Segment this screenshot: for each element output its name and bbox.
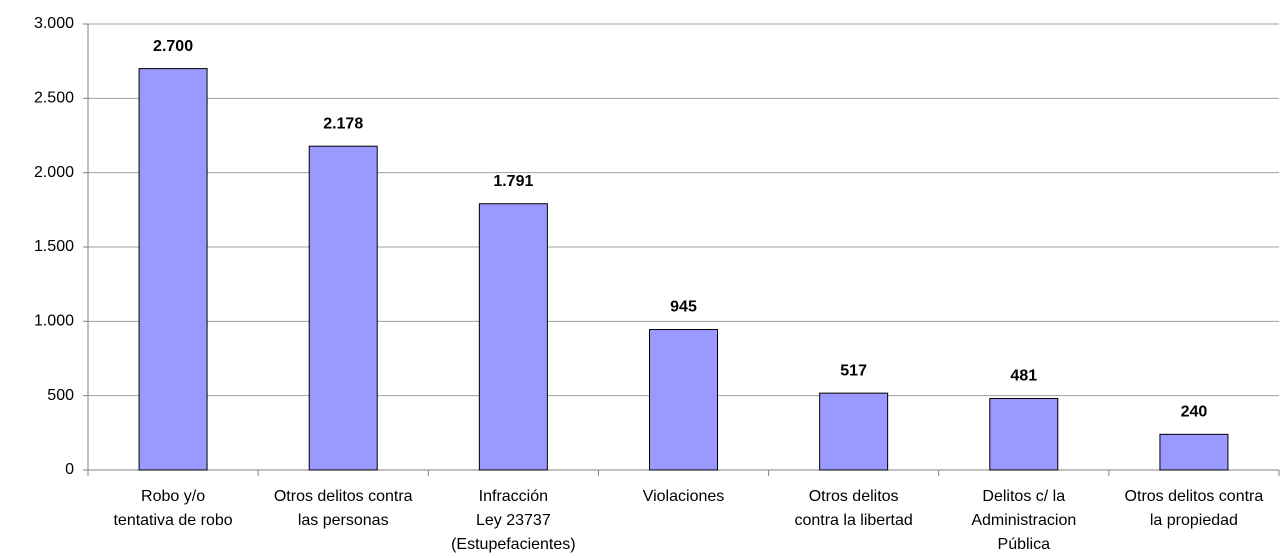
y-tick-label: 2.000 xyxy=(34,164,74,181)
bar xyxy=(649,329,718,471)
y-tick-label: 0 xyxy=(65,461,74,478)
y-tick-label: 500 xyxy=(47,387,74,404)
x-tick-label-line: Otros delitos xyxy=(809,488,899,505)
bar xyxy=(138,68,208,471)
x-tick-label-line: contra la libertad xyxy=(794,512,912,529)
x-tick-label: Robo y/o tentativa de robo xyxy=(113,488,232,529)
y-tick-label: 3.000 xyxy=(34,15,74,32)
y-tick-label: 1.000 xyxy=(34,313,74,330)
x-tick-label-line: Pública xyxy=(998,536,1051,553)
x-tick-label-line: tentativa de robo xyxy=(113,512,232,529)
value-label: 517 xyxy=(840,362,867,379)
x-tick-label-line: Violaciones xyxy=(643,488,725,505)
x-tick-label: Infracción Ley 23737 (Estupefacientes) xyxy=(451,488,576,553)
value-label: 1.791 xyxy=(493,173,533,190)
x-tick-label-line: Ley 23737 xyxy=(476,512,551,529)
bar xyxy=(819,392,889,471)
value-label: 945 xyxy=(670,299,697,316)
value-label: 481 xyxy=(1010,368,1037,385)
value-label: 2.178 xyxy=(323,115,363,132)
x-tick-label-line: Administracion xyxy=(971,512,1076,529)
bar xyxy=(989,397,1059,471)
bar xyxy=(308,145,378,471)
x-tick-label-line: la propiedad xyxy=(1150,512,1238,529)
y-tick-label: 2.500 xyxy=(34,90,74,107)
x-tick-label: Otros delitos contra la libertad xyxy=(794,488,912,529)
x-tick-label-line: las personas xyxy=(298,512,389,529)
x-tick-label-line: Infracción xyxy=(479,488,548,505)
x-tick-label: Otros delitos contra la propiedad xyxy=(1125,488,1264,529)
bar xyxy=(478,203,548,471)
x-tick-label: Violaciones xyxy=(643,488,725,505)
y-tick-label: 1.500 xyxy=(34,238,74,255)
bar xyxy=(1159,433,1229,471)
x-tick-label-line: Delitos c/ la xyxy=(982,488,1065,505)
x-tick-label: Delitos c/ la Administracion Pública xyxy=(971,488,1076,553)
x-tick-label-line: Otros delitos contra xyxy=(1125,488,1264,505)
value-label: 2.700 xyxy=(153,38,193,55)
x-tick-label-line: (Estupefacientes) xyxy=(451,536,576,553)
x-tick-label-line: Otros delitos contra xyxy=(274,488,413,505)
value-label: 240 xyxy=(1181,404,1208,421)
x-tick-label-line: Robo y/o xyxy=(141,488,205,505)
x-tick-label: Otros delitos contra las personas xyxy=(274,488,413,529)
